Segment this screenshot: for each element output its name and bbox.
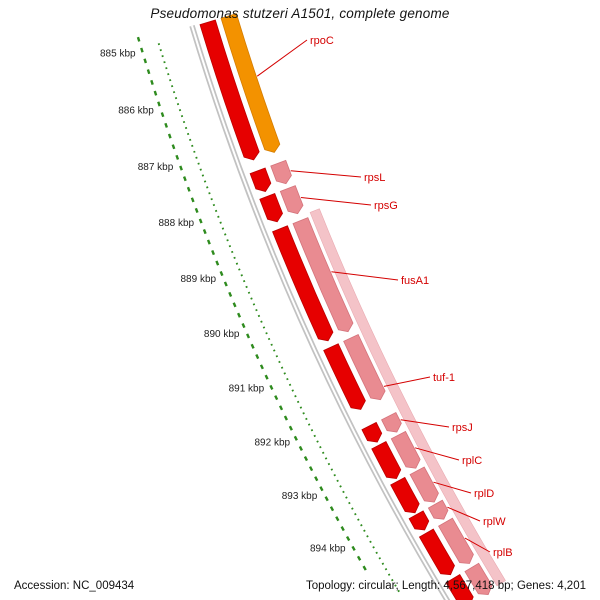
scale-label-890: 890 kbp: [204, 329, 240, 340]
feature-rpsL-outer[interactable]: [270, 159, 292, 185]
scale-label-887: 887 kbp: [138, 162, 174, 173]
gene-leader-rplW: [447, 506, 481, 522]
gene-leader-rpoC: [256, 39, 308, 77]
gene-label-rpsJ[interactable]: rpsJ: [452, 422, 473, 434]
status-bar: Accession: NC_009434 Topology: circular;…: [14, 580, 586, 592]
feature-rpsJ-outer[interactable]: [381, 412, 402, 433]
map-title: Pseudomonas stutzeri A1501, complete gen…: [150, 6, 450, 21]
feature-band-light: [309, 208, 506, 587]
gene-label-rpoC[interactable]: rpoC: [310, 35, 334, 47]
gene-arrow-rpsL[interactable]: [249, 167, 272, 192]
feature-fusA1-outer[interactable]: [292, 217, 354, 333]
feature-next-cds-outer[interactable]: [464, 562, 493, 595]
scale-label-894: 894 kbp: [310, 544, 346, 555]
gene-leader-fusA1: [331, 271, 399, 281]
gene-arrow-rplC[interactable]: [371, 441, 402, 480]
scale-label-893: 893 kbp: [282, 491, 318, 502]
scale-label-892: 892 kbp: [255, 438, 291, 449]
scale-label-885: 885 kbp: [100, 48, 136, 59]
status-topology-info: Topology: circular; Length: 4,567,418 bp…: [305, 580, 586, 592]
gene-label-rplB[interactable]: rplB: [493, 547, 513, 559]
feature-rpoC-outer[interactable]: [220, 13, 281, 153]
gene-arrow-rpsG[interactable]: [259, 192, 283, 223]
gene-label-rpsL[interactable]: rpsL: [364, 172, 385, 184]
scale-label-889: 889 kbp: [181, 274, 217, 285]
scale-label-888: 888 kbp: [159, 218, 195, 229]
feature-rplB-outer[interactable]: [438, 517, 474, 564]
gene-arrow-rplB[interactable]: [418, 528, 455, 576]
status-accession: Accession: NC_009434: [14, 580, 135, 592]
gene-leader-rplD: [433, 481, 472, 494]
scale-label-891: 891 kbp: [229, 384, 265, 395]
gene-leader-rplC: [414, 447, 460, 461]
gene-arrow-rpsJ[interactable]: [361, 421, 383, 443]
gene-leader-rpsJ: [400, 419, 450, 428]
gene-arrow-fusA1[interactable]: [272, 225, 334, 342]
gene-leader-rpsG: [300, 197, 372, 206]
feature-tuf-1-outer[interactable]: [343, 334, 386, 401]
gene-arrow-rplD[interactable]: [390, 476, 420, 514]
gene-arrow-rpoC[interactable]: [199, 19, 260, 161]
gene-leader-rplB: [464, 537, 491, 553]
gene-label-tuf-1[interactable]: tuf-1: [433, 372, 455, 384]
gene-arrow-rplW[interactable]: [408, 510, 430, 531]
gene-label-fusA1[interactable]: fusA1: [401, 275, 429, 287]
gene-label-rplD[interactable]: rplD: [474, 488, 494, 500]
gene-arrow-tuf-1[interactable]: [323, 343, 366, 410]
scale-label-886: 886 kbp: [118, 106, 154, 117]
gene-leader-rpsL: [290, 170, 362, 178]
feature-rplD-outer[interactable]: [409, 466, 439, 503]
feature-rplC-outer[interactable]: [390, 430, 421, 469]
gene-arrow-next-cds[interactable]: [445, 574, 474, 600]
scale-tick-marks: [136, 36, 369, 575]
genome-backbone-highlight: [191, 25, 449, 600]
gene-label-rplC[interactable]: rplC: [462, 455, 482, 467]
feature-rpsG-outer[interactable]: [279, 185, 304, 215]
feature-rplW-outer[interactable]: [427, 499, 449, 520]
gene-label-rpsG[interactable]: rpsG: [374, 200, 398, 212]
gene-label-rplW[interactable]: rplW: [483, 516, 506, 528]
gene-leader-tuf-1: [383, 376, 431, 387]
